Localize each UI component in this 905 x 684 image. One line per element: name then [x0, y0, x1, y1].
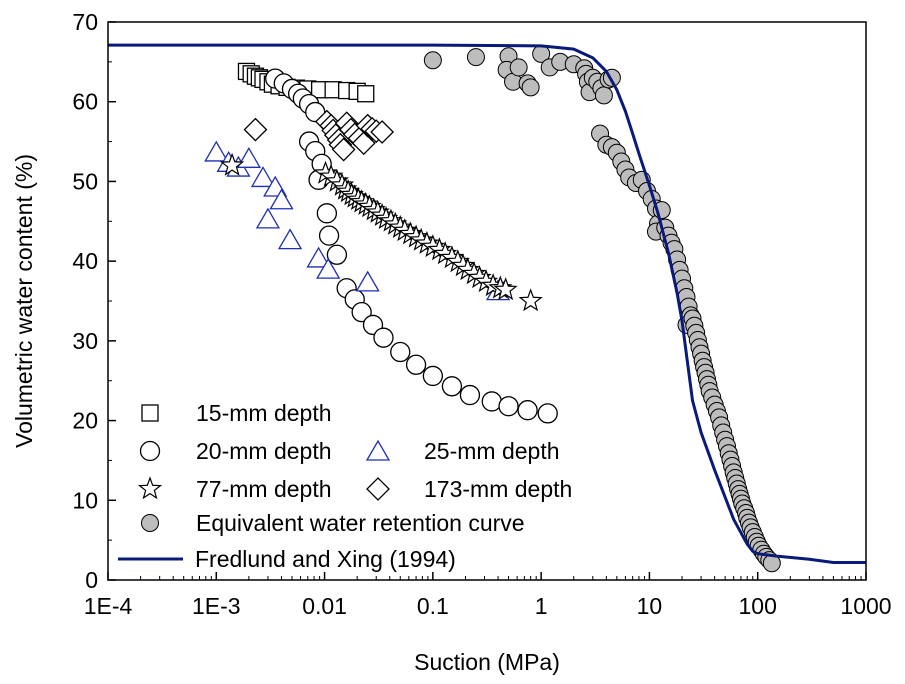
x-tick-label: 10 [637, 593, 663, 619]
y-axis-title: Volumetric water content (%) [11, 154, 37, 448]
data-point [277, 228, 303, 250]
legend-marker [139, 440, 161, 462]
data-point [355, 270, 380, 292]
x-tick-label: 100 [739, 593, 777, 619]
data-point [466, 48, 485, 67]
legend-label: 20-mm depth [196, 438, 332, 464]
y-tick-label: 40 [72, 248, 98, 274]
legend-marker [141, 404, 159, 422]
x-tick-label: 0.01 [302, 593, 347, 619]
legend-entry: Fredlund and Xing (1994) [118, 546, 456, 572]
series-layer [108, 43, 866, 573]
series-1 [265, 68, 558, 424]
data-point [537, 403, 558, 424]
legend-label: 77-mm depth [196, 476, 332, 502]
data-point [255, 207, 281, 229]
data-point [481, 391, 502, 412]
data-point [390, 341, 411, 363]
legend-entry: Equivalent water retention curve [141, 510, 525, 536]
data-point [326, 244, 348, 265]
legend-label: 173-mm depth [424, 476, 572, 502]
legend-marker [365, 439, 391, 461]
data-point [423, 51, 442, 70]
data-point [594, 86, 613, 105]
x-tick-label: 1 [535, 593, 548, 619]
axis-ticks: 1E-4 1E-3 0.01 0.1 1 10 100 1000 0 10 20 30 40 50 60 70 [72, 9, 891, 619]
data-point [392, 218, 417, 242]
data-point [498, 396, 519, 417]
data-point [521, 78, 540, 97]
data-point [250, 166, 276, 188]
legend-label: Equivalent water retention curve [196, 510, 525, 536]
data-point [351, 302, 372, 323]
series-6 [108, 43, 866, 564]
data-point [422, 365, 444, 387]
legend-marker [366, 477, 390, 501]
legend-marker [141, 514, 159, 532]
x-tick-label: 0.1 [417, 593, 449, 619]
data-point [459, 384, 481, 406]
data-point [306, 246, 331, 268]
data-point [318, 225, 340, 246]
data-point [518, 288, 543, 312]
legend-label: 15-mm depth [196, 400, 332, 426]
data-point [373, 327, 394, 348]
data-point [316, 203, 338, 224]
y-tick-label: 70 [72, 9, 98, 35]
legend-entry: 25-mm depth [365, 438, 560, 464]
legend-entry: 173-mm depth [366, 476, 572, 502]
legend-entry: 15-mm depth [141, 400, 332, 426]
data-point [441, 376, 463, 397]
legend-marker [137, 476, 163, 500]
legend: 15-mm depth 20-mm depth 25-mm depth 77-mm d… [118, 400, 572, 572]
x-tick-label: 1000 [840, 593, 891, 619]
x-tick-label: 1E-3 [192, 593, 241, 619]
legend-label: 25-mm depth [424, 438, 560, 464]
data-point [236, 147, 262, 168]
data-point [269, 188, 294, 210]
data-point [204, 140, 229, 162]
legend-entry: 77-mm depth [137, 476, 332, 502]
data-point [331, 137, 356, 162]
data-point [370, 120, 395, 144]
data-point [357, 85, 375, 103]
legend-entry: 20-mm depth [139, 438, 332, 464]
x-axis-title: Suction (MPa) [414, 649, 560, 675]
x-tick-label: 1E-4 [84, 593, 133, 619]
data-point [509, 58, 528, 77]
data-point [517, 400, 538, 421]
data-point [220, 152, 245, 176]
y-tick-label: 0 [85, 567, 98, 593]
data-point [405, 354, 427, 375]
y-tick-label: 30 [72, 328, 98, 354]
y-tick-label: 50 [72, 168, 98, 194]
series-5 [423, 44, 781, 573]
y-tick-label: 60 [72, 89, 98, 115]
data-point [316, 257, 341, 279]
fitted-curve-line [108, 43, 866, 564]
y-tick-label: 20 [72, 408, 98, 434]
y-tick-label: 10 [72, 487, 98, 513]
data-point [243, 117, 268, 142]
data-point [493, 277, 518, 301]
legend-label: Fredlund and Xing (1994) [195, 546, 456, 572]
series-4 [243, 109, 395, 162]
series-3 [220, 152, 543, 312]
